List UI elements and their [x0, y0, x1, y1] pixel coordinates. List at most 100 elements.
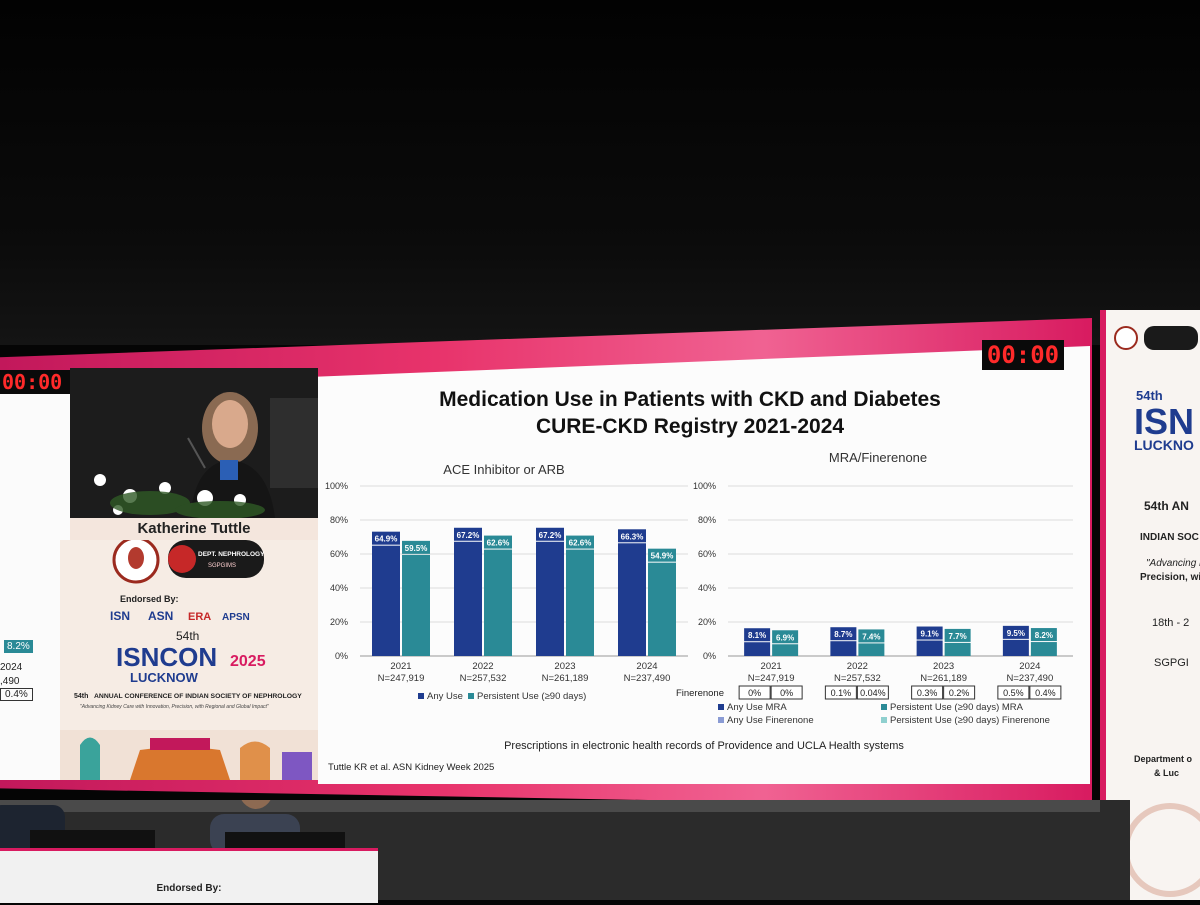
isncon-year: 2025 [230, 653, 266, 670]
bar [772, 644, 799, 656]
bar-label-bg [618, 529, 646, 543]
y-tick-label: 40% [330, 583, 348, 593]
y-tick-label: 100% [693, 481, 716, 491]
finerenone-box [997, 685, 1030, 700]
right-dept-logo [1144, 326, 1198, 350]
legend-label: Any Use [427, 691, 463, 702]
isncon-logo: ISNCON [116, 642, 217, 672]
x-tick-label: 2021 [390, 661, 411, 672]
left-panel-value: 8.2% [4, 640, 33, 653]
slide-timer: 00:00 [982, 340, 1064, 370]
finerenone-value: 0.2% [949, 688, 970, 698]
left-panel-n: ,490 [0, 676, 20, 687]
chart-title: MRA/Finerenone [829, 450, 927, 465]
monitor [30, 830, 155, 850]
conference-tagline: "Advancing Kidney Care with Innovation, … [80, 704, 269, 710]
bar-data-label: 8.7% [834, 630, 852, 639]
finerenone-box [1029, 685, 1062, 700]
right-quote1: "Advancing K [1146, 558, 1200, 569]
bar [1002, 639, 1029, 656]
edition-label: 54th [176, 629, 199, 643]
bar-data-label: 7.4% [862, 632, 880, 641]
left-timer: 00:00 [0, 370, 76, 394]
y-tick-label: 0% [335, 651, 348, 661]
department-logo-text: DEPT. NEPHROLOGY [198, 551, 265, 558]
slide-title-line1: Medication Use in Patients with CKD and … [439, 388, 941, 411]
finerenone-box [856, 685, 889, 700]
n-label: N=237,490 [1007, 673, 1054, 684]
city-label: LUCKNOW [130, 670, 199, 685]
left-panel-finerenone: 0.4% [0, 688, 33, 701]
legend-swatch [418, 693, 424, 699]
right-isn-logo: ISN [1134, 401, 1194, 442]
monitor [225, 832, 345, 852]
bar [536, 541, 564, 656]
bar-label-bg [536, 527, 564, 541]
finerenone-value: 0% [780, 688, 793, 698]
n-label: N=257,532 [834, 673, 881, 684]
auditorium-ceiling [0, 0, 1200, 345]
bar [944, 642, 971, 656]
bar-label-bg [744, 628, 771, 642]
bar-data-label: 66.3% [621, 532, 644, 541]
legend-swatch [718, 704, 724, 710]
legend-swatch [468, 693, 474, 699]
n-label: N=247,919 [748, 673, 795, 684]
x-tick-label: 2024 [1019, 661, 1040, 672]
bar-label-bg [372, 531, 400, 545]
bar-data-label: 8.2% [1035, 631, 1053, 640]
right-city: LUCKNO [1134, 437, 1194, 453]
speaker-name: Katherine Tuttle [70, 518, 318, 540]
x-tick-label: 2022 [472, 661, 493, 672]
right-venue: SGPGI [1154, 657, 1189, 669]
n-label: N=237,490 [624, 673, 671, 684]
bar-data-label: 6.9% [776, 633, 794, 642]
right-seal-logo [1114, 326, 1138, 350]
right-side-panel: 54th ISN LUCKNO 54th AN INDIAN SOC "Adva… [1100, 310, 1200, 900]
bar [858, 643, 885, 656]
slide-title-line2: CURE-CKD Registry 2021-2024 [535, 415, 845, 438]
y-tick-label: 100% [325, 481, 348, 491]
bar-label-bg [858, 629, 885, 643]
bar [402, 554, 430, 656]
bar-data-label: 8.1% [748, 631, 766, 640]
finerenone-value: 0.5% [1003, 688, 1024, 698]
y-tick-label: 20% [698, 617, 716, 627]
x-tick-label: 2022 [847, 661, 868, 672]
finerenone-box [824, 685, 857, 700]
legend-label: Persistent Use (≥90 days) MRA [890, 702, 1024, 713]
y-tick-label: 80% [330, 515, 348, 525]
left-panel-year: 2024 [0, 662, 23, 673]
y-tick-label: 80% [698, 515, 716, 525]
right-dept1: Department o [1134, 754, 1193, 764]
bar-data-label: 54.9% [651, 552, 674, 561]
endorsed-by-label: Endorsed By: [120, 594, 179, 604]
presentation-slide [318, 346, 1090, 784]
finerenone-value: 0.04% [860, 688, 886, 698]
right-dept2: & Luc [1154, 768, 1179, 778]
slide-citation: Tuttle KR et al. ASN Kidney Week 2025 [328, 762, 494, 773]
bar-data-label: 62.6% [487, 539, 510, 548]
legend-swatch [718, 717, 724, 723]
x-tick-label: 2023 [933, 661, 954, 672]
finerenone-value: 0.3% [917, 688, 938, 698]
right-ordinal: 54th AN [1144, 499, 1189, 513]
bar [744, 642, 771, 656]
bar [916, 640, 943, 656]
finerenone-box [738, 685, 771, 700]
bar-label-bg [402, 540, 430, 554]
y-tick-label: 20% [330, 617, 348, 627]
x-tick-label: 2023 [554, 661, 575, 672]
monuments-illustration [60, 730, 318, 780]
bar-data-label: 9.5% [1007, 629, 1025, 638]
y-tick-label: 60% [698, 549, 716, 559]
bar [566, 549, 594, 656]
y-tick-label: 60% [330, 549, 348, 559]
n-label: N=247,919 [378, 673, 425, 684]
lectern-banner: Endorsed By: [0, 848, 378, 903]
bar [618, 543, 646, 656]
bar-data-label: 64.9% [375, 535, 398, 544]
legend-swatch [881, 704, 887, 710]
bar-label-bg [830, 627, 857, 641]
apsn-logo-text: APSN [222, 612, 250, 623]
